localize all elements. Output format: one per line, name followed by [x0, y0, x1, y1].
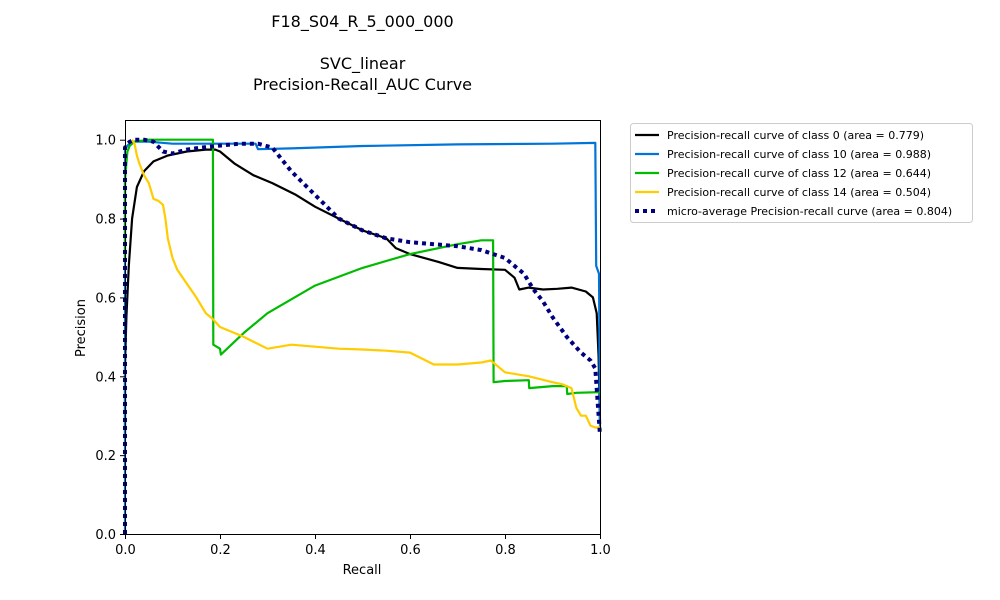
y-tick-label: 0.6 [95, 291, 116, 306]
series-line-0 [123, 148, 602, 436]
legend-frame [630, 123, 973, 223]
legend-label-1: Precision-recall curve of class 10 (area… [667, 148, 931, 161]
series-line-4 [123, 137, 602, 534]
series-line-3 [131, 139, 600, 429]
legend-label-2: Precision-recall curve of class 12 (area… [667, 167, 931, 180]
y-tick-label: 0.4 [95, 370, 116, 385]
x-axis-label: Recall [343, 563, 382, 578]
y-tick-label: 1.0 [95, 134, 116, 149]
y-tick-label: 0.2 [95, 449, 116, 464]
x-tick-label: 0.8 [495, 543, 516, 558]
y-axis-ticks: 0.0 0.2 0.4 0.6 0.8 1.0 [95, 134, 125, 543]
y-axis-label: Precision [74, 299, 89, 357]
plot-lines [123, 137, 602, 534]
series-line-2 [123, 138, 601, 396]
x-tick-label: 1.0 [590, 543, 611, 558]
chart-title-line-3: SVC_linear [319, 54, 406, 73]
legend: Precision-recall curve of class 0 (area … [630, 123, 973, 223]
legend-label-4: micro-average Precision-recall curve (ar… [667, 205, 952, 218]
x-tick-label: 0.6 [400, 543, 421, 558]
chart-title-line-4: Precision-Recall_AUC Curve [252, 75, 472, 94]
chart-title-line-1: F18_S04_R_5_000_000 [271, 12, 454, 31]
y-tick-label: 0.0 [95, 528, 116, 543]
x-tick-label: 0.2 [210, 543, 231, 558]
y-tick-label: 0.8 [95, 213, 116, 228]
series-line-1 [123, 140, 602, 534]
x-axis-ticks: 0.0 0.2 0.4 0.6 0.8 1.0 [115, 534, 611, 558]
legend-label-0: Precision-recall curve of class 0 (area … [667, 129, 924, 142]
x-tick-label: 0.4 [305, 543, 326, 558]
x-tick-label: 0.0 [115, 543, 136, 558]
legend-label-3: Precision-recall curve of class 14 (area… [667, 186, 931, 199]
plot-frame [125, 120, 601, 535]
